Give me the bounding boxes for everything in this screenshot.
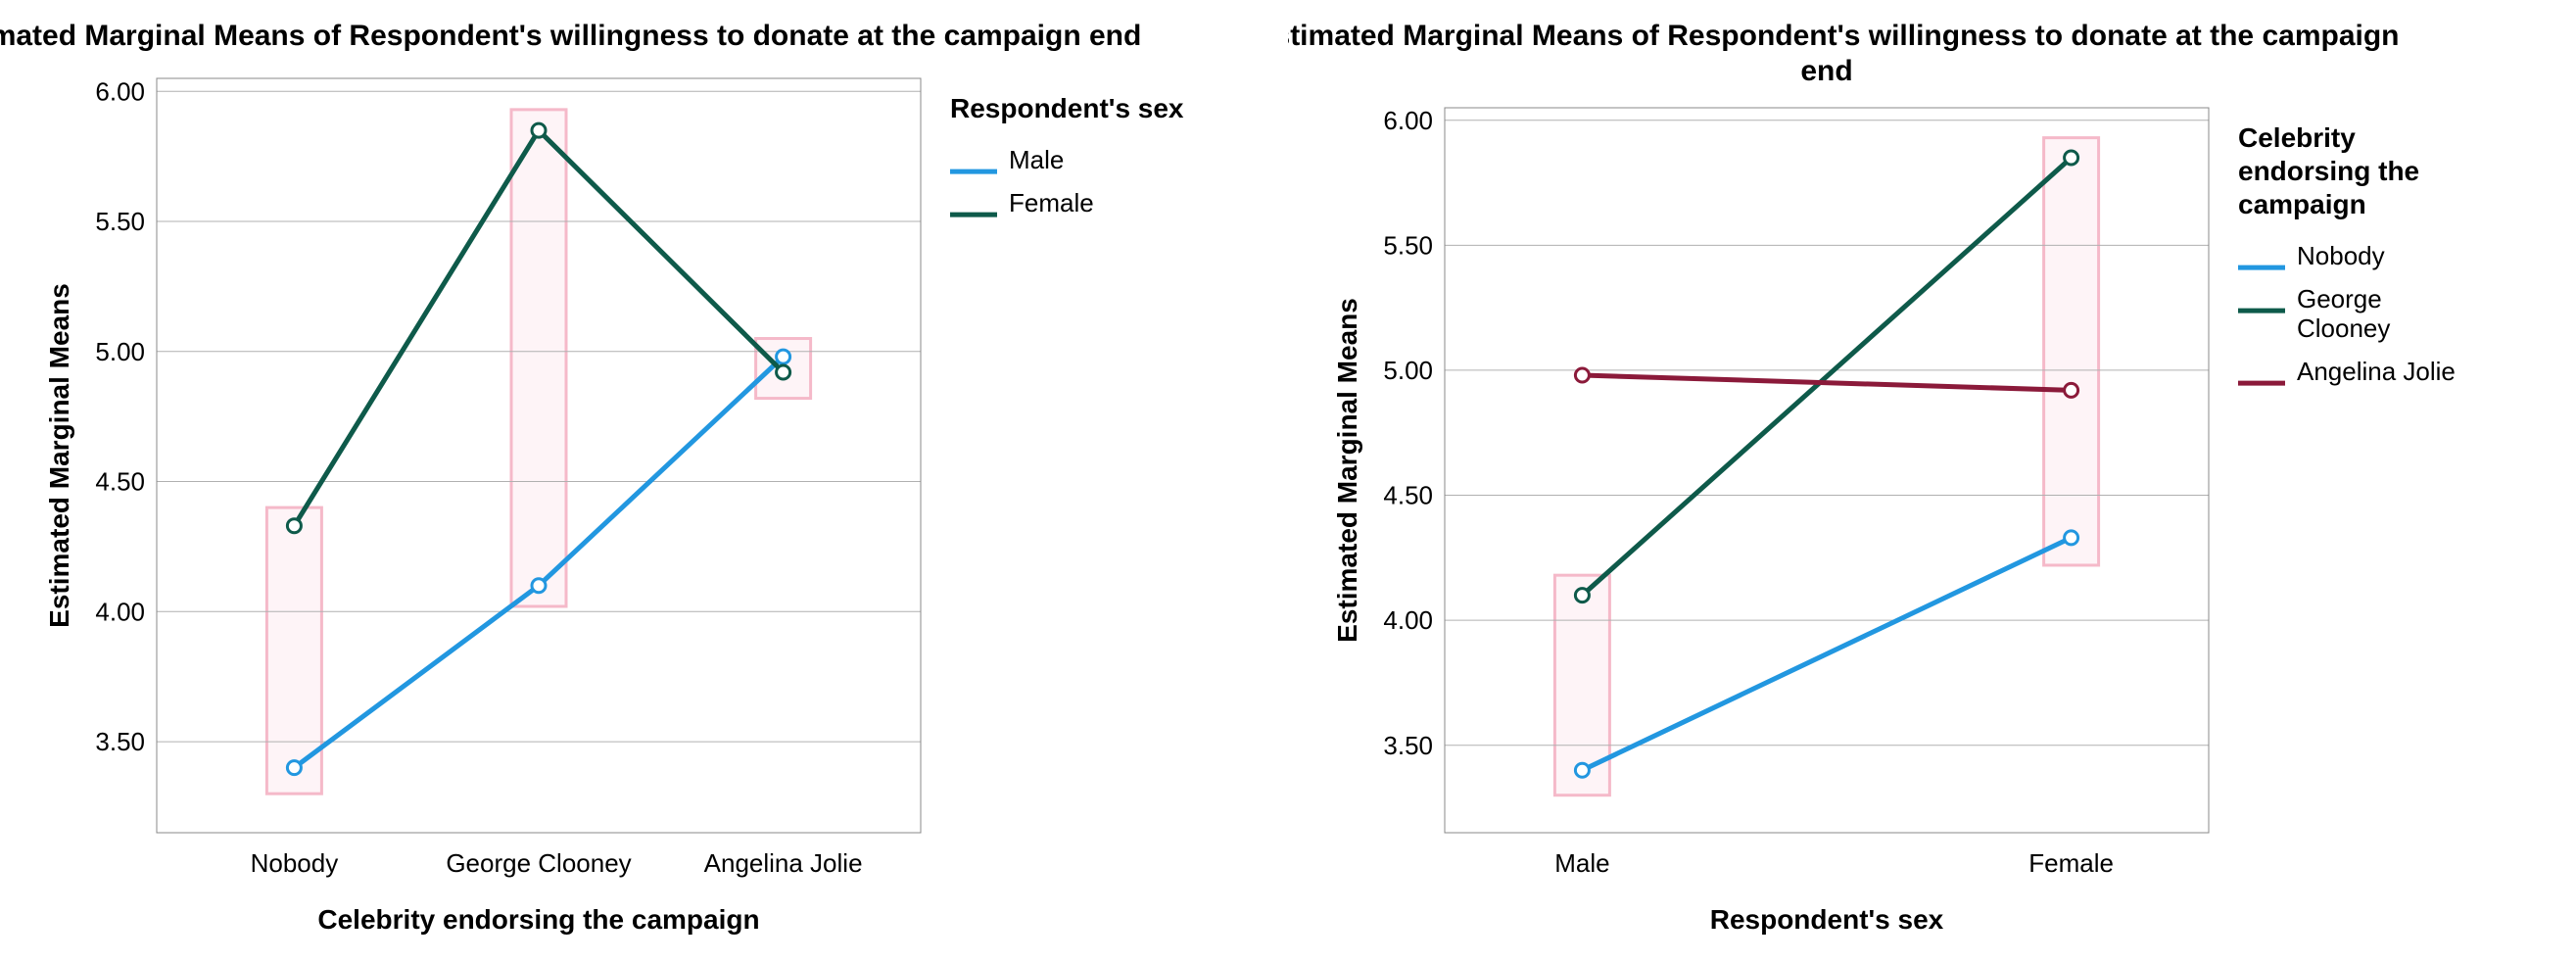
series-marker bbox=[777, 365, 790, 379]
legend-title: campaign bbox=[2238, 189, 2366, 219]
x-axis-label: Celebrity endorsing the campaign bbox=[317, 904, 759, 935]
x-tick-label: George Clooney bbox=[446, 848, 631, 878]
legend-item-label: Angelina Jolie bbox=[2297, 357, 2456, 386]
series-marker bbox=[287, 761, 301, 775]
series-marker bbox=[532, 579, 546, 593]
x-axis-label: Respondent's sex bbox=[1710, 904, 1944, 935]
series-marker bbox=[1575, 368, 1589, 382]
legend-item-label: Clooney bbox=[2297, 313, 2390, 343]
legend-title: Celebrity bbox=[2238, 122, 2356, 153]
y-tick-label: 4.00 bbox=[95, 597, 145, 626]
series-marker bbox=[287, 519, 301, 533]
series-marker bbox=[532, 123, 546, 137]
y-tick-label: 3.50 bbox=[95, 727, 145, 756]
chart-panel-left: Estimated Marginal Means of Respondent's… bbox=[0, 0, 1288, 963]
legend-item-label: George bbox=[2297, 284, 2382, 313]
legend-title: endorsing the bbox=[2238, 156, 2419, 186]
y-tick-label: 4.50 bbox=[1383, 481, 1433, 510]
y-axis-label: Estimated Marginal Means bbox=[44, 283, 74, 628]
y-tick-label: 6.00 bbox=[1383, 106, 1433, 135]
x-tick-label: Male bbox=[1554, 848, 1609, 878]
y-tick-label: 6.00 bbox=[95, 76, 145, 106]
chart-title: end bbox=[1800, 55, 1852, 87]
y-tick-label: 3.50 bbox=[1383, 731, 1433, 760]
chart-container: Estimated Marginal Means of Respondent's… bbox=[0, 0, 2576, 963]
y-axis-label: Estimated Marginal Means bbox=[1332, 298, 1362, 643]
y-tick-label: 5.50 bbox=[1383, 230, 1433, 260]
series-marker bbox=[2065, 151, 2078, 165]
legend-item-label: Nobody bbox=[2297, 241, 2385, 270]
series-marker bbox=[777, 350, 790, 363]
legend-title: Respondent's sex bbox=[950, 93, 1184, 123]
highlight-box bbox=[2044, 138, 2099, 565]
highlight-box bbox=[511, 110, 566, 606]
x-tick-label: Angelina Jolie bbox=[704, 848, 863, 878]
series-marker bbox=[2065, 531, 2078, 545]
chart-title: Estimated Marginal Means of Respondent's… bbox=[0, 20, 1141, 52]
x-tick-label: Female bbox=[2028, 848, 2114, 878]
y-tick-label: 5.00 bbox=[1383, 356, 1433, 385]
x-tick-label: Nobody bbox=[251, 848, 339, 878]
chart-panel-right: Estimated Marginal Means of Respondent's… bbox=[1288, 0, 2576, 963]
y-tick-label: 4.00 bbox=[1383, 605, 1433, 635]
y-tick-label: 5.50 bbox=[95, 207, 145, 236]
series-marker bbox=[2065, 383, 2078, 397]
legend-item-label: Female bbox=[1009, 188, 1094, 217]
series-marker bbox=[1575, 763, 1589, 777]
y-tick-label: 5.00 bbox=[95, 337, 145, 366]
chart-title: Estimated Marginal Means of Respondent's… bbox=[1288, 20, 2400, 52]
series-marker bbox=[1575, 589, 1589, 602]
legend-item-label: Male bbox=[1009, 145, 1064, 174]
y-tick-label: 4.50 bbox=[95, 467, 145, 497]
